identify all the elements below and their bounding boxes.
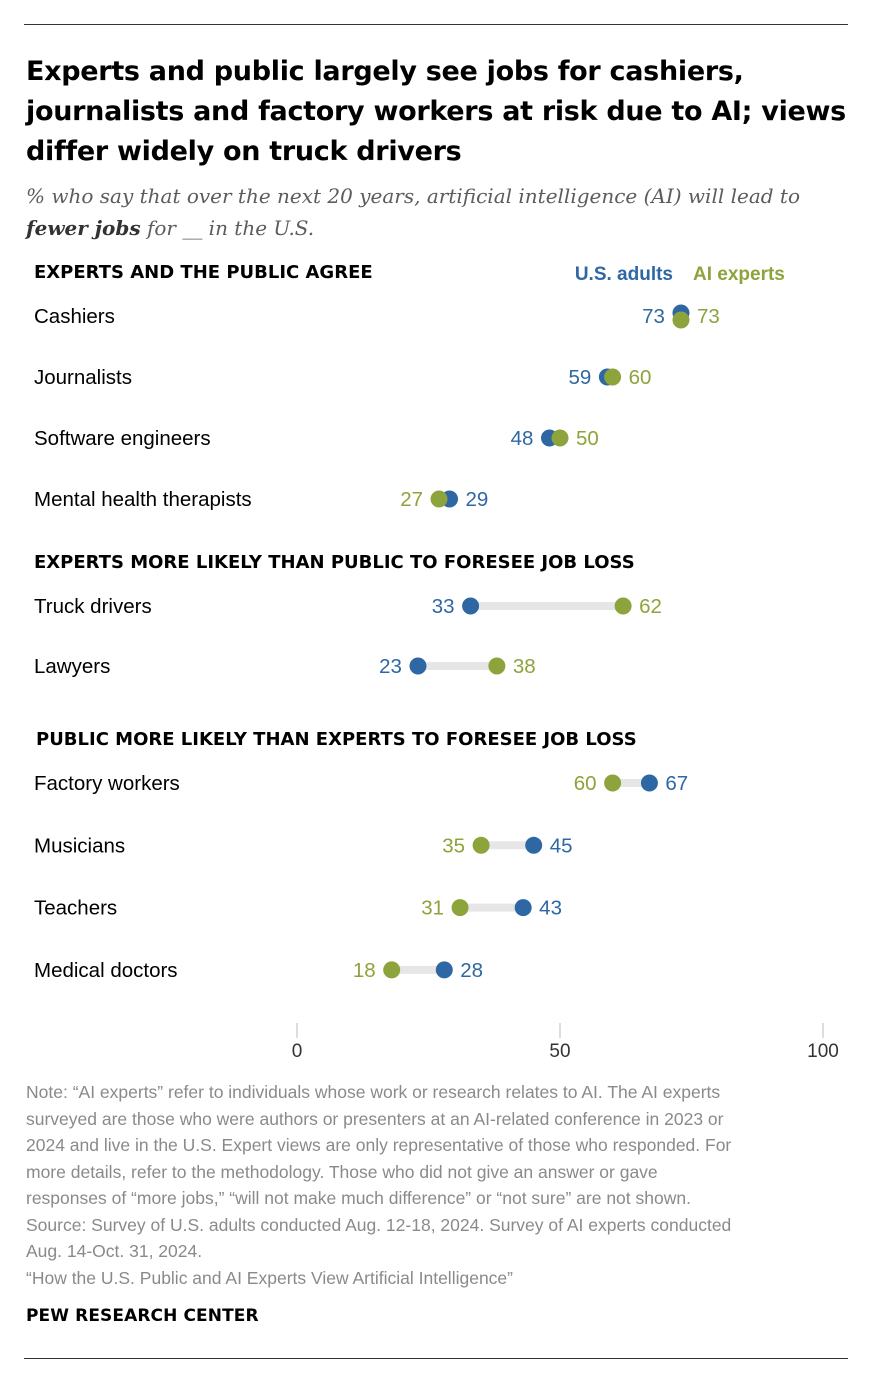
- row-label: Factory workers: [34, 772, 180, 795]
- value-label-us-adults: 28: [460, 959, 483, 982]
- row-label: Lawyers: [34, 655, 110, 678]
- dot-ai-experts: [672, 311, 690, 329]
- chart-note: Note: “AI experts” refer to individuals …: [26, 1079, 846, 1291]
- value-label-ai-experts: 62: [639, 595, 662, 618]
- value-label-ai-experts: 60: [574, 772, 597, 795]
- dot-plot-chart: U.S. adults AI experts EXPERTS AND THE PUB…: [34, 262, 839, 1062]
- group-heading: PUBLIC MORE LIKELY THAN EXPERTS TO FORES…: [36, 729, 637, 750]
- note-line: Aug. 14-Oct. 31, 2024.: [26, 1241, 203, 1261]
- row-label: Mental health therapists: [34, 488, 252, 511]
- dot-ai-experts: [604, 774, 622, 792]
- row-label: Musicians: [34, 834, 125, 857]
- note-line: 2024 and live in the U.S. Expert views a…: [26, 1135, 732, 1155]
- value-label-us-adults: 59: [569, 366, 592, 389]
- row-label: Teachers: [34, 897, 117, 920]
- subtitle-emphasis: fewer jobs: [26, 216, 141, 240]
- chart-title: Experts and public largely see jobs for …: [26, 56, 846, 167]
- note-line: Note: “AI experts” refer to individuals …: [26, 1082, 721, 1102]
- value-label-ai-experts: 31: [421, 897, 444, 920]
- dot-us-adults: [514, 899, 532, 917]
- note-line: Source: Survey of U.S. adults conducted …: [26, 1214, 732, 1235]
- value-label-us-adults: 48: [511, 427, 534, 450]
- value-label-ai-experts: 18: [353, 959, 376, 982]
- value-label-ai-experts: 38: [513, 655, 536, 678]
- value-label-us-adults: 67: [665, 772, 688, 795]
- value-label-ai-experts: 60: [629, 366, 652, 389]
- dot-ai-experts: [383, 961, 401, 979]
- chart-subtitle: % who say that over the next 20 years, a…: [26, 180, 856, 244]
- x-tick-label: 100: [807, 1041, 839, 1062]
- bottom-rule: [24, 1358, 848, 1359]
- dot-ai-experts: [614, 597, 632, 615]
- legend-us-adults: U.S. adults: [575, 264, 673, 285]
- dot-us-adults: [409, 657, 427, 675]
- note-line: surveyed are those who were authors or p…: [26, 1108, 724, 1129]
- top-rule: [24, 24, 848, 25]
- value-label-us-adults: 73: [642, 305, 665, 328]
- note-line: responses of “more jobs,” “will not make…: [26, 1188, 691, 1208]
- group-heading: EXPERTS AND THE PUBLIC AGREE: [34, 262, 373, 283]
- row-label: Truck drivers: [34, 595, 152, 618]
- row-label: Cashiers: [34, 305, 115, 328]
- row-label: Software engineers: [34, 427, 211, 450]
- dot-us-adults: [525, 836, 543, 854]
- dot-us-adults: [640, 774, 658, 792]
- value-label-us-adults: 33: [432, 595, 455, 618]
- value-label-ai-experts: 73: [697, 305, 720, 328]
- legend-ai-experts: AI experts: [693, 264, 785, 285]
- dot-ai-experts: [430, 490, 448, 508]
- dot-us-adults: [435, 961, 453, 979]
- note-line: “How the U.S. Public and AI Experts View…: [26, 1267, 513, 1288]
- subtitle-tail: for __ in the U.S.: [146, 216, 315, 240]
- value-label-ai-experts: 27: [400, 488, 423, 511]
- dot-ai-experts: [604, 368, 622, 386]
- dot-ai-experts: [488, 657, 506, 675]
- group-heading: EXPERTS MORE LIKELY THAN PUBLIC TO FORES…: [34, 552, 635, 573]
- dot-ai-experts: [451, 899, 469, 917]
- value-label-us-adults: 45: [550, 834, 573, 857]
- subtitle-lead: % who say that over the next 20 years, a…: [26, 184, 800, 208]
- note-line: more details, refer to the methodology. …: [26, 1161, 658, 1182]
- dot-us-adults: [462, 597, 480, 615]
- dot-ai-experts: [551, 429, 569, 447]
- dot-ai-experts: [472, 836, 490, 854]
- value-label-us-adults: 43: [539, 897, 562, 920]
- row-label: Journalists: [34, 366, 132, 389]
- value-label-us-adults: 23: [379, 655, 402, 678]
- value-label-ai-experts: 35: [442, 834, 465, 857]
- pew-logo-text: PEW RESEARCH CENTER: [26, 1306, 259, 1326]
- value-label-us-adults: 29: [466, 488, 489, 511]
- x-tick-label: 50: [549, 1041, 570, 1062]
- value-label-ai-experts: 50: [576, 427, 599, 450]
- x-tick-label: 0: [292, 1041, 303, 1062]
- row-label: Medical doctors: [34, 959, 178, 982]
